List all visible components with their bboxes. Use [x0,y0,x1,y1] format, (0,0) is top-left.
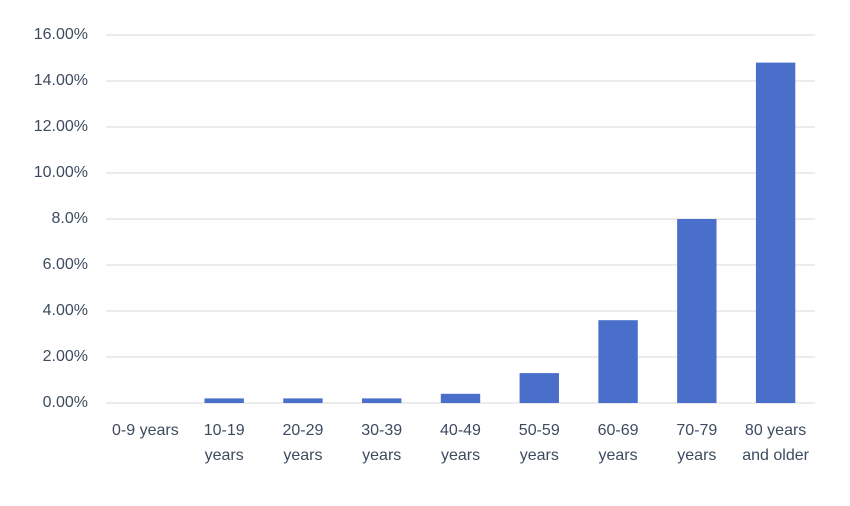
x-tick-label: 70-79 years [676,422,718,464]
x-tick-label: 20-29 years [282,422,324,464]
y-tick-label: 8.0% [52,210,88,227]
y-tick-label: 12.00% [34,118,88,135]
bar [598,320,638,403]
y-tick-label: 16.00% [34,26,88,43]
x-tick-label: 80 years and older [742,422,809,464]
x-tick-label: 30-39 years [361,422,403,464]
x-tick-label: 40-49 years [440,422,481,464]
x-tick-label: 50-59 years [518,422,560,464]
y-tick-label: 0.00% [43,394,88,411]
x-tick-label: 60-69 years [597,422,639,464]
bar [283,398,323,403]
x-tick-label: 10-19 years [203,422,245,464]
y-tick-label: 2.00% [43,348,88,365]
bar [755,62,796,403]
bar [362,398,402,403]
bar [677,219,717,403]
y-tick-label: 4.00% [43,302,88,319]
y-tick-label: 6.00% [43,256,88,273]
y-tick-label: 10.00% [34,164,88,181]
y-tick-label: 14.00% [34,72,88,89]
x-tick-label: 0-9 years [112,422,179,439]
bar [204,398,244,403]
bar [519,373,559,403]
bar [440,393,481,403]
